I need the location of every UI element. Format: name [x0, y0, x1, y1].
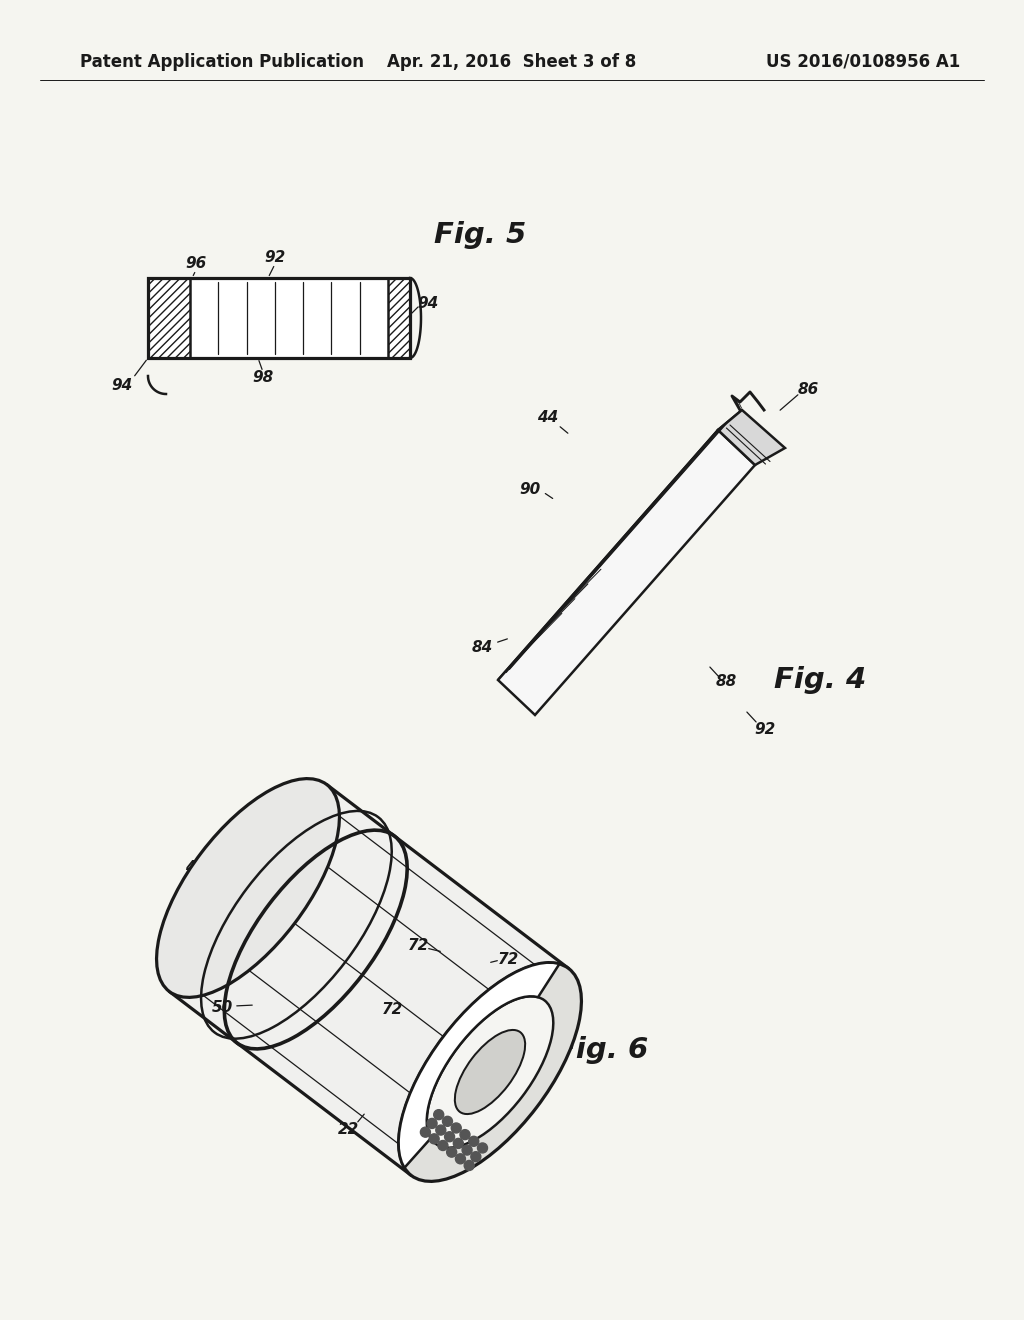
Circle shape [462, 1144, 472, 1155]
Text: 22: 22 [337, 1122, 358, 1138]
Text: 44: 44 [538, 411, 559, 425]
Text: 98: 98 [252, 371, 273, 385]
Polygon shape [498, 411, 742, 680]
Circle shape [460, 1130, 470, 1139]
Text: 86: 86 [798, 383, 818, 397]
Text: Patent Application Publication: Patent Application Publication [80, 53, 364, 71]
Circle shape [434, 1110, 443, 1119]
Ellipse shape [157, 779, 339, 998]
Text: 72: 72 [498, 953, 518, 968]
Circle shape [436, 1125, 445, 1135]
Circle shape [456, 1154, 466, 1164]
Circle shape [477, 1143, 487, 1152]
Text: 48: 48 [185, 861, 207, 875]
Text: 46: 46 [456, 1093, 476, 1107]
Text: US 2016/0108956 A1: US 2016/0108956 A1 [766, 53, 961, 71]
Text: Fig. 5: Fig. 5 [434, 220, 526, 249]
Text: 96: 96 [185, 256, 207, 272]
Text: 92: 92 [264, 251, 286, 265]
Text: 50: 50 [211, 1001, 232, 1015]
Circle shape [452, 1123, 461, 1133]
Circle shape [454, 1138, 463, 1148]
Circle shape [471, 1152, 481, 1162]
Ellipse shape [427, 997, 553, 1147]
Ellipse shape [455, 1030, 525, 1114]
Circle shape [469, 1137, 479, 1146]
Text: 84: 84 [471, 640, 493, 656]
Polygon shape [498, 430, 755, 715]
Circle shape [438, 1140, 447, 1151]
Polygon shape [169, 784, 568, 1176]
Circle shape [444, 1131, 455, 1142]
Text: Apr. 21, 2016  Sheet 3 of 8: Apr. 21, 2016 Sheet 3 of 8 [387, 53, 637, 71]
Text: 92: 92 [755, 722, 775, 738]
Circle shape [464, 1160, 474, 1171]
Circle shape [429, 1134, 439, 1144]
Text: 90: 90 [519, 483, 541, 498]
Text: Fig. 4: Fig. 4 [774, 667, 866, 694]
Circle shape [442, 1117, 453, 1126]
Ellipse shape [398, 962, 582, 1181]
Text: 72: 72 [381, 1002, 402, 1018]
Text: Fig. 6: Fig. 6 [556, 1036, 648, 1064]
Bar [148, 279, 410, 358]
Circle shape [421, 1127, 430, 1137]
Circle shape [446, 1147, 457, 1158]
Circle shape [427, 1118, 437, 1129]
Bar [388, 279, 410, 358]
Text: 94: 94 [112, 378, 133, 392]
Polygon shape [398, 962, 559, 1168]
Text: 88: 88 [716, 675, 736, 689]
Polygon shape [718, 411, 785, 465]
Bar [148, 279, 410, 358]
Text: 72: 72 [408, 937, 429, 953]
Bar [148, 279, 190, 358]
Text: 22: 22 [420, 1140, 440, 1155]
Text: 52: 52 [189, 931, 211, 945]
Text: 94: 94 [418, 296, 438, 310]
